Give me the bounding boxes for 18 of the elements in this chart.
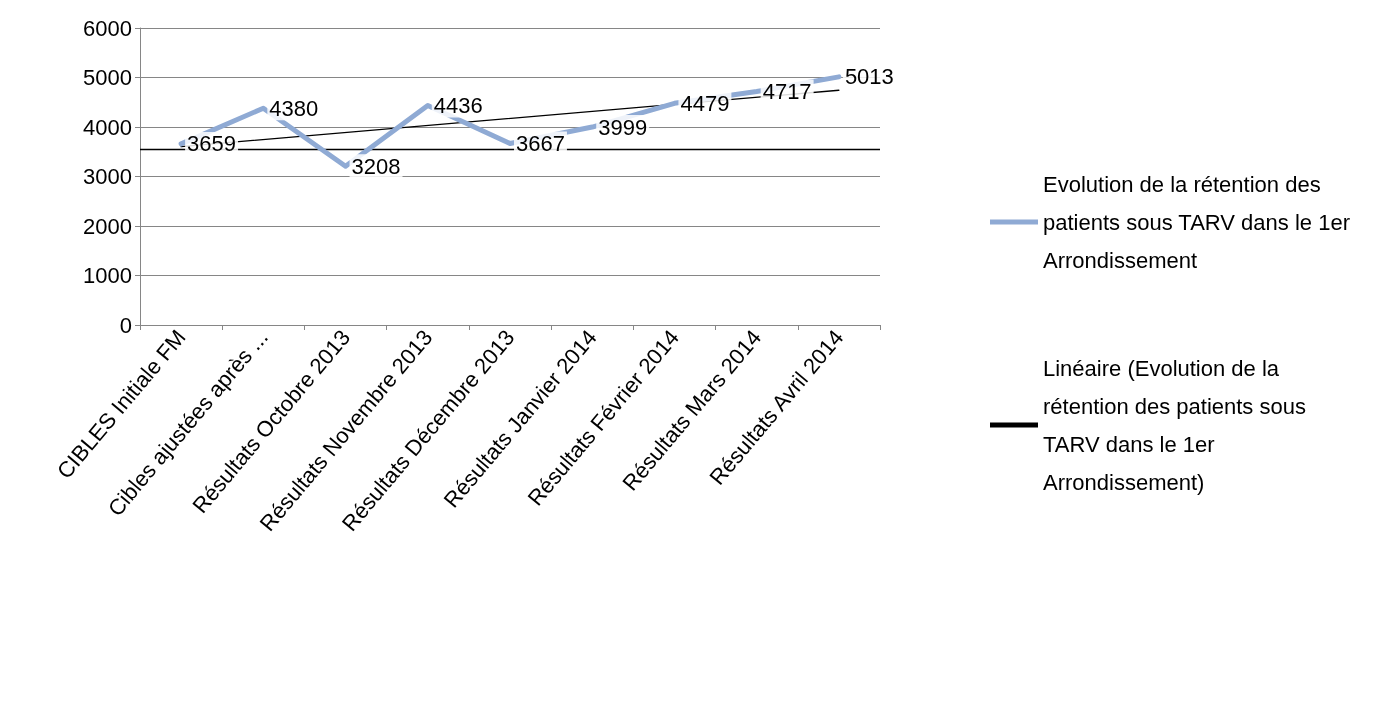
data-label: 5013 (844, 64, 894, 90)
data-label: 4479 (680, 90, 730, 116)
data-label: 3999 (598, 114, 648, 140)
y-tick-label: 2000 (83, 213, 132, 239)
legend-label: Linéaire (Evolution de la rétention des patients sous TARV dans le 1er Arrondissement) (1043, 355, 1313, 495)
data-label: 3667 (516, 130, 565, 156)
data-label: 4717 (762, 79, 812, 105)
data-label: 3208 (351, 153, 401, 179)
data-label: 4436 (433, 92, 483, 118)
data-label: 3659 (187, 131, 237, 157)
y-tick-label: 3000 (83, 164, 132, 189)
y-tick-label: 6000 (83, 15, 132, 41)
y-tick-label: 1000 (83, 263, 132, 288)
y-tick-label: 4000 (83, 114, 132, 140)
legend-label: Evolution de la rétention des patients sous TARV dans le 1er Arrondissement (1043, 171, 1357, 273)
y-tick-label: 0 (119, 312, 132, 338)
y-tick-label: 5000 (83, 65, 132, 90)
data-label: 4380 (269, 95, 319, 121)
